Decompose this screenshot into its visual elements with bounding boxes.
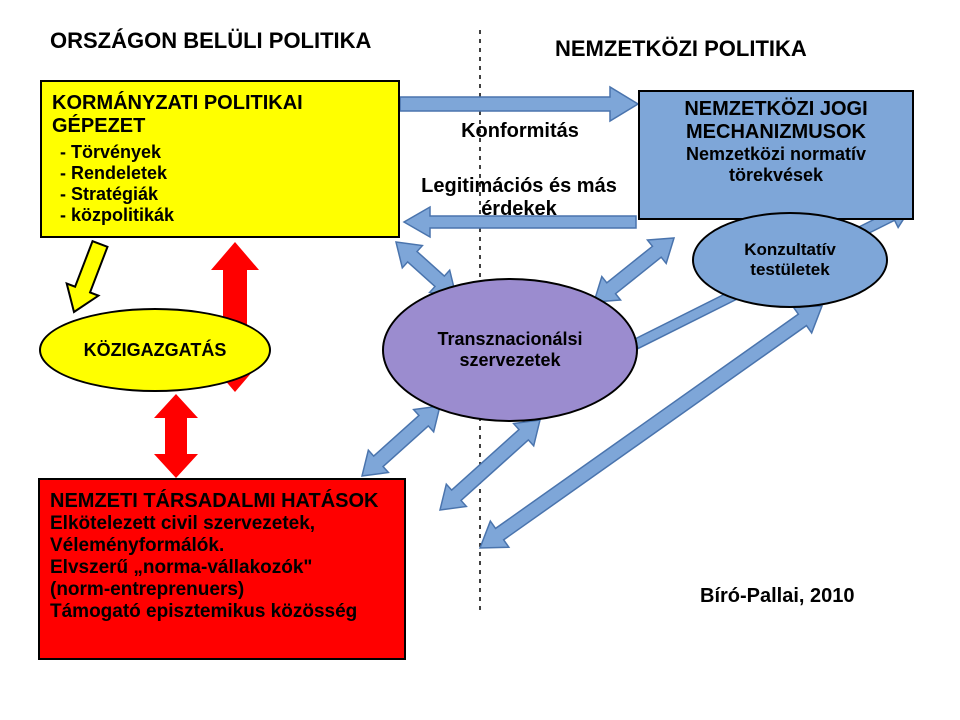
node-intl-legal-mechanisms: NEMZETKÖZI JOGIMECHANIZMUSOKNemzetközi n… [638,90,914,220]
node-consultative-bodies: Konzultatív testületek [692,212,888,308]
label-legitimation: Legitimációs és más érdekek [408,175,630,221]
node-transnational-orgs: Transznacionálsi szervezetek [382,278,638,422]
trans-label: Transznacionálsi szervezetek [437,329,582,370]
gov-bullet: Stratégiák [72,184,388,205]
intl-box-line: Nemzetközi normatív [644,144,908,165]
admin-label: KÖZIGAZGATÁS [84,340,227,361]
gov-bullet: Törvények [72,142,388,163]
node-national-social-effects: NEMZETI TÁRSADALMI HATÁSOK Elkötelezett … [38,478,406,660]
intl-box-line: NEMZETKÖZI JOGI [644,98,908,121]
node-public-administration: KÖZIGAZGATÁS [39,308,271,392]
gov-bullet: Rendeletek [72,163,388,184]
arrow-yellow-down [58,238,116,318]
diagram-stage: ORSZÁGON BELÜLI POLITIKA NEMZETKÖZI POLI… [0,0,960,720]
arrow-red-up-down-2 [154,394,198,478]
arrow-gov-to-intl [400,87,638,121]
gov-bullet: közpolitikák [72,205,388,226]
credit-text: Bíró-Pallai, 2010 [700,585,855,608]
social-box-body: Elkötelezett civil szervezetek, Vélemény… [50,513,394,623]
heading-left: ORSZÁGON BELÜLI POLITIKA [50,28,371,54]
social-box-title: NEMZETI TÁRSADALMI HATÁSOK [50,490,394,513]
heading-right: NEMZETKÖZI POLITIKA [555,36,807,62]
gov-box-title: KORMÁNYZATI POLITIKAI GÉPEZET [52,92,388,138]
node-gov-policy-machinery: KORMÁNYZATI POLITIKAI GÉPEZET TörvényekR… [40,80,400,238]
intl-box-line: törekvések [644,165,908,186]
gov-box-bullets: TörvényekRendeletekStratégiákközpolitiká… [52,142,388,226]
consult-label: Konzultatív testületek [744,240,836,279]
intl-box-line: MECHANIZMUSOK [644,121,908,144]
label-conformity: Konformitás [420,120,620,143]
